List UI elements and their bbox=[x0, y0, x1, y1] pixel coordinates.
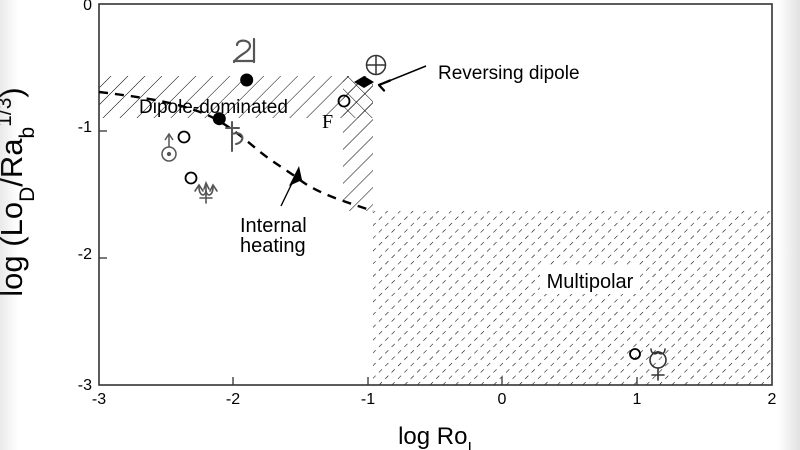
svg-text:Internal: Internal bbox=[240, 215, 307, 237]
svg-text:Dipole-dominated: Dipole-dominated bbox=[139, 97, 288, 118]
svg-text:-2: -2 bbox=[226, 391, 240, 408]
svg-text:1: 1 bbox=[633, 391, 642, 408]
svg-text:0: 0 bbox=[83, 0, 92, 14]
svg-text:-3: -3 bbox=[78, 377, 92, 394]
svg-text:log RoI: log RoI bbox=[398, 423, 472, 450]
svg-text:Multipolar: Multipolar bbox=[547, 271, 634, 293]
svg-text:-2: -2 bbox=[78, 246, 92, 263]
svg-text:2: 2 bbox=[768, 391, 777, 408]
svg-text:-1: -1 bbox=[361, 391, 375, 408]
svg-text:log (LoD/Rab1/3): log (LoD/Rab1/3) bbox=[0, 87, 39, 296]
svg-text:Reversing dipole: Reversing dipole bbox=[438, 63, 580, 84]
svg-text:0: 0 bbox=[498, 391, 507, 408]
svg-text:-1: -1 bbox=[78, 119, 92, 136]
svg-text:heating: heating bbox=[240, 235, 306, 257]
svg-text:F: F bbox=[322, 111, 333, 133]
svg-text:-3: -3 bbox=[92, 391, 106, 408]
